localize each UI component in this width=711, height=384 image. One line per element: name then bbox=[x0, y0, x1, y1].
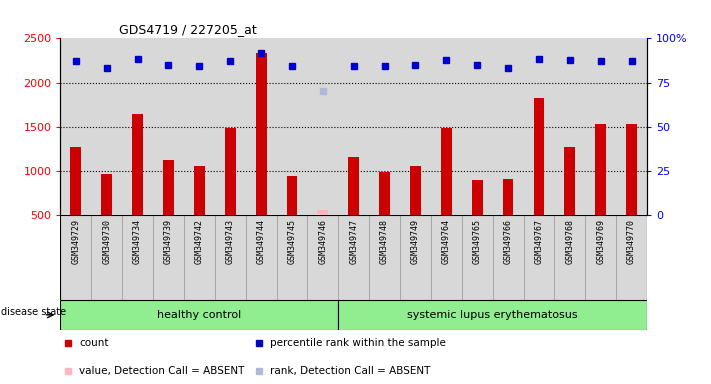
Bar bbox=[122, 38, 153, 215]
Bar bbox=[493, 215, 523, 300]
Bar bbox=[379, 172, 390, 215]
Bar bbox=[431, 38, 461, 215]
Bar bbox=[585, 215, 616, 300]
Text: GSM349743: GSM349743 bbox=[225, 219, 235, 264]
Text: GSM349729: GSM349729 bbox=[71, 219, 80, 264]
Bar bbox=[555, 215, 585, 300]
Text: GSM349767: GSM349767 bbox=[535, 219, 543, 264]
Text: GSM349768: GSM349768 bbox=[565, 219, 574, 264]
Text: percentile rank within the sample: percentile rank within the sample bbox=[270, 338, 446, 348]
Text: GSM349766: GSM349766 bbox=[503, 219, 513, 264]
Bar bbox=[338, 38, 369, 215]
Bar bbox=[225, 127, 235, 215]
Text: rank, Detection Call = ABSENT: rank, Detection Call = ABSENT bbox=[270, 366, 431, 376]
Text: healthy control: healthy control bbox=[157, 310, 242, 320]
Bar bbox=[565, 147, 575, 215]
Text: GSM349739: GSM349739 bbox=[164, 219, 173, 264]
Bar bbox=[132, 114, 143, 215]
Bar bbox=[472, 180, 483, 215]
Bar bbox=[369, 38, 400, 215]
Bar bbox=[307, 215, 338, 300]
Text: GSM349770: GSM349770 bbox=[627, 219, 636, 264]
Bar bbox=[338, 215, 369, 300]
Bar bbox=[246, 38, 277, 215]
Bar bbox=[91, 215, 122, 300]
Text: GSM349747: GSM349747 bbox=[349, 219, 358, 264]
Bar bbox=[523, 215, 555, 300]
Bar bbox=[555, 38, 585, 215]
Text: GSM349765: GSM349765 bbox=[473, 219, 482, 264]
Text: GSM349730: GSM349730 bbox=[102, 219, 111, 264]
Text: GSM349745: GSM349745 bbox=[287, 219, 296, 264]
Text: GSM349769: GSM349769 bbox=[597, 219, 605, 264]
Bar bbox=[503, 179, 513, 215]
Bar bbox=[317, 210, 328, 215]
Bar bbox=[400, 215, 431, 300]
Text: systemic lupus erythematosus: systemic lupus erythematosus bbox=[407, 310, 578, 320]
Bar bbox=[595, 124, 606, 215]
Bar bbox=[246, 215, 277, 300]
Bar bbox=[277, 215, 307, 300]
Text: value, Detection Call = ABSENT: value, Detection Call = ABSENT bbox=[80, 366, 245, 376]
Text: GSM349746: GSM349746 bbox=[319, 219, 327, 264]
Bar bbox=[400, 38, 431, 215]
Bar bbox=[215, 215, 246, 300]
Bar bbox=[307, 38, 338, 215]
Bar bbox=[348, 157, 359, 215]
Bar bbox=[153, 38, 184, 215]
Text: GSM349734: GSM349734 bbox=[133, 219, 142, 264]
Bar bbox=[215, 38, 246, 215]
Bar bbox=[60, 38, 91, 215]
Text: GSM349764: GSM349764 bbox=[442, 219, 451, 264]
Text: GSM349742: GSM349742 bbox=[195, 219, 204, 264]
Bar bbox=[441, 127, 451, 215]
Bar bbox=[616, 38, 647, 215]
Bar bbox=[585, 38, 616, 215]
Bar bbox=[184, 38, 215, 215]
Text: GDS4719 / 227205_at: GDS4719 / 227205_at bbox=[119, 23, 257, 36]
Bar bbox=[184, 215, 215, 300]
Bar bbox=[338, 300, 647, 330]
Bar bbox=[410, 166, 421, 215]
Bar bbox=[287, 176, 297, 215]
Text: GSM349744: GSM349744 bbox=[257, 219, 266, 264]
Bar bbox=[256, 53, 267, 215]
Bar bbox=[533, 98, 545, 215]
Bar bbox=[60, 300, 338, 330]
Bar bbox=[431, 215, 461, 300]
Text: count: count bbox=[80, 338, 109, 348]
Bar bbox=[102, 174, 112, 215]
Bar bbox=[91, 38, 122, 215]
Bar bbox=[493, 38, 523, 215]
Text: GSM349748: GSM349748 bbox=[380, 219, 389, 264]
Bar bbox=[616, 215, 647, 300]
Text: GSM349749: GSM349749 bbox=[411, 219, 420, 264]
Bar bbox=[461, 215, 493, 300]
Bar bbox=[60, 215, 91, 300]
Bar bbox=[194, 167, 205, 215]
Bar bbox=[626, 124, 637, 215]
Bar bbox=[461, 38, 493, 215]
Bar bbox=[523, 38, 555, 215]
Bar bbox=[122, 215, 153, 300]
Bar bbox=[153, 215, 184, 300]
Bar bbox=[369, 215, 400, 300]
Bar bbox=[70, 147, 81, 215]
Bar bbox=[163, 160, 174, 215]
Bar bbox=[277, 38, 307, 215]
Text: disease state: disease state bbox=[1, 307, 66, 317]
